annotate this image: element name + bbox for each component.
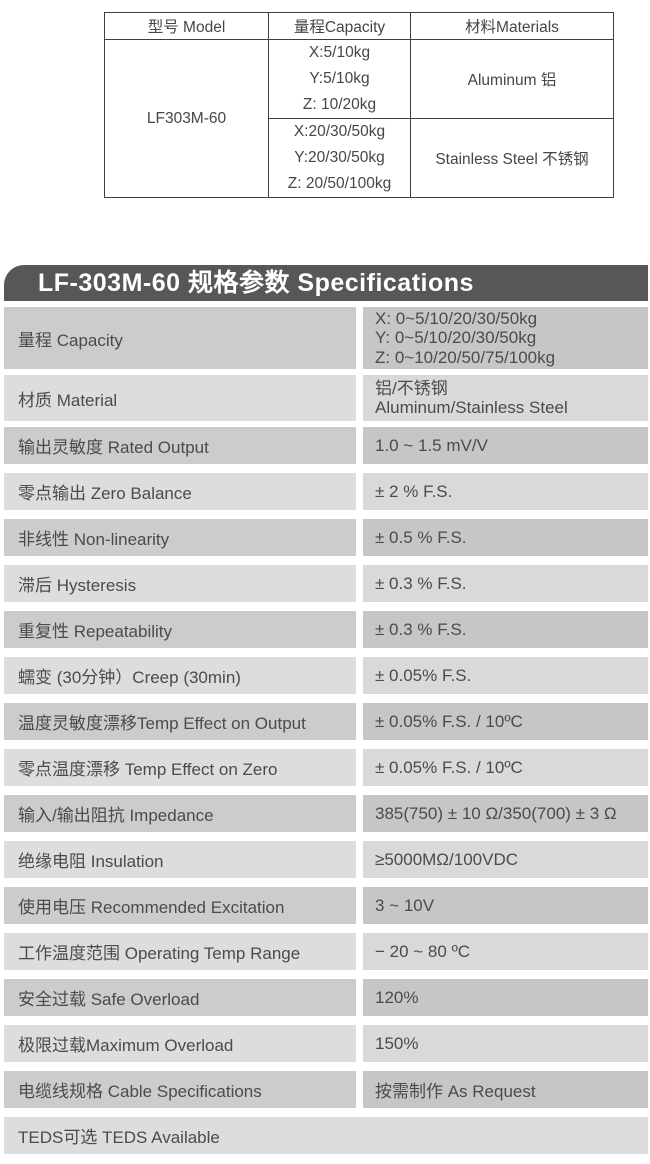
spec-label: 输入/输出阻抗 Impedance	[4, 795, 356, 832]
spec-value: 按需制作 As Request	[363, 1071, 648, 1108]
spec-row-temp-effect-output: 温度灵敏度漂移Temp Effect on Output ± 0.05% F.S…	[4, 703, 648, 740]
spec-row-excitation: 使用电压 Recommended Excitation 3 ~ 10V	[4, 887, 648, 924]
spec-value: ± 0.5 % F.S.	[363, 519, 648, 556]
model-capacity-table: 型号 Model 量程Capacity 材料Materials LF303M-6…	[104, 12, 614, 198]
spec-value: 铝/不锈钢 Aluminum/Stainless Steel	[363, 375, 648, 421]
spec-label: 非线性 Non-linearity	[4, 519, 356, 556]
spec-label: 极限过载Maximum Overload	[4, 1025, 356, 1062]
spec-label: 量程 Capacity	[4, 307, 356, 369]
spec-row-maximum-overload: 极限过载Maximum Overload 150%	[4, 1025, 648, 1062]
spec-label: 输出灵敏度 Rated Output	[4, 427, 356, 464]
header-capacity: 量程Capacity	[268, 12, 411, 40]
model-value: LF303M-60	[104, 39, 269, 198]
spec-label: 使用电压 Recommended Excitation	[4, 887, 356, 924]
table-header-row: 型号 Model 量程Capacity 材料Materials	[104, 12, 614, 40]
spec-label: 材质 Material	[4, 375, 356, 421]
spec-row-material: 材质 Material 铝/不锈钢 Aluminum/Stainless Ste…	[4, 375, 648, 421]
spec-label: 零点输出 Zero Balance	[4, 473, 356, 510]
spec-value: 150%	[363, 1025, 648, 1062]
spec-row-rated-output: 输出灵敏度 Rated Output 1.0 ~ 1.5 mV/V	[4, 427, 648, 464]
spec-label: 安全过载 Safe Overload	[4, 979, 356, 1016]
specifications-title: LF-303M-60 规格参数 Specifications	[4, 265, 648, 301]
spec-row-repeatability: 重复性 Repeatability ± 0.3 % F.S.	[4, 611, 648, 648]
spec-label: 重复性 Repeatability	[4, 611, 356, 648]
spec-label: 温度灵敏度漂移Temp Effect on Output	[4, 703, 356, 740]
spec-label: 工作温度范围 Operating Temp Range	[4, 933, 356, 970]
capacity-aluminum: X:5/10kg Y:5/10kg Z: 10/20kg	[268, 39, 411, 119]
spec-label: 电缆线规格 Cable Specifications	[4, 1071, 356, 1108]
spec-label: 滞后 Hysteresis	[4, 565, 356, 602]
spec-value: X: 0~5/10/20/30/50kg Y: 0~5/10/20/30/50k…	[363, 307, 648, 369]
spec-row-zero-balance: 零点输出 Zero Balance ± 2 % F.S.	[4, 473, 648, 510]
spec-row-cable: 电缆线规格 Cable Specifications 按需制作 As Reque…	[4, 1071, 648, 1108]
specifications-section: LF-303M-60 规格参数 Specifications 量程 Capaci…	[4, 265, 648, 1154]
spec-row-temp-effect-zero: 零点温度漂移 Temp Effect on Zero ± 0.05% F.S. …	[4, 749, 648, 786]
spec-label: 零点温度漂移 Temp Effect on Zero	[4, 749, 356, 786]
header-model: 型号 Model	[104, 12, 269, 40]
spec-row-non-linearity: 非线性 Non-linearity ± 0.5 % F.S.	[4, 519, 648, 556]
header-materials: 材料Materials	[410, 12, 614, 40]
spec-value: 120%	[363, 979, 648, 1016]
spec-value: ± 0.3 % F.S.	[363, 611, 648, 648]
table-row: LF303M-60 X:5/10kg Y:5/10kg Z: 10/20kg A…	[104, 39, 614, 198]
spec-value: ± 0.05% F.S. / 10ºC	[363, 703, 648, 740]
material-aluminum: Aluminum 铝	[410, 39, 614, 119]
spec-row-hysteresis: 滞后 Hysteresis ± 0.3 % F.S.	[4, 565, 648, 602]
spec-label: 绝缘电阻 Insulation	[4, 841, 356, 878]
spec-value: ± 0.3 % F.S.	[363, 565, 648, 602]
spec-value: − 20 ~ 80 ºC	[363, 933, 648, 970]
spec-row-creep: 蠕变 (30分钟）Creep (30min) ± 0.05% F.S.	[4, 657, 648, 694]
spec-row-safe-overload: 安全过载 Safe Overload 120%	[4, 979, 648, 1016]
spec-value: 385(750) ± 10 Ω/350(700) ± 3 Ω	[363, 795, 648, 832]
spec-label: TEDS可选 TEDS Available	[4, 1117, 648, 1154]
spec-value: ± 2 % F.S.	[363, 473, 648, 510]
spec-value: ≥5000MΩ/100VDC	[363, 841, 648, 878]
spec-label: 蠕变 (30分钟）Creep (30min)	[4, 657, 356, 694]
material-stainless: Stainless Steel 不锈钢	[410, 118, 614, 198]
spec-row-capacity: 量程 Capacity X: 0~5/10/20/30/50kg Y: 0~5/…	[4, 307, 648, 369]
spec-row-operating-temp: 工作温度范围 Operating Temp Range − 20 ~ 80 ºC	[4, 933, 648, 970]
capacity-stainless: X:20/30/50kg Y:20/30/50kg Z: 20/50/100kg	[268, 118, 411, 198]
spec-row-impedance: 输入/输出阻抗 Impedance 385(750) ± 10 Ω/350(70…	[4, 795, 648, 832]
spec-value: ± 0.05% F.S.	[363, 657, 648, 694]
spec-row-insulation: 绝缘电阻 Insulation ≥5000MΩ/100VDC	[4, 841, 648, 878]
spec-value: 1.0 ~ 1.5 mV/V	[363, 427, 648, 464]
spec-value: ± 0.05% F.S. / 10ºC	[363, 749, 648, 786]
spec-row-teds: TEDS可选 TEDS Available	[4, 1117, 648, 1154]
spec-value: 3 ~ 10V	[363, 887, 648, 924]
table-row: X:20/30/50kg Y:20/30/50kg Z: 20/50/100kg…	[105, 118, 614, 198]
